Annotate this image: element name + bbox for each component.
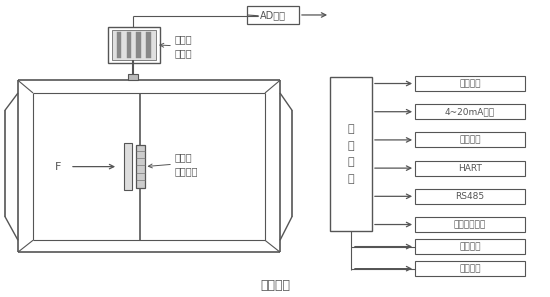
Bar	[330, 77, 372, 231]
Text: RS485: RS485	[455, 192, 485, 201]
Text: 压力采集: 压力采集	[459, 242, 481, 251]
Bar	[126, 31, 131, 58]
Text: 双电容
传感器: 双电容 传感器	[175, 34, 192, 58]
Text: 微
处
理
器: 微 处 理 器	[348, 124, 354, 184]
Text: F: F	[55, 162, 61, 172]
Text: 红外置零开关: 红外置零开关	[454, 220, 486, 229]
Bar	[112, 30, 156, 60]
Bar	[415, 239, 525, 254]
Bar	[136, 31, 141, 58]
Text: 液晶显示: 液晶显示	[459, 79, 481, 88]
Text: （图１）: （图１）	[260, 279, 290, 292]
Text: 温度采集: 温度采集	[459, 264, 481, 273]
Bar	[108, 27, 160, 63]
Bar	[117, 31, 122, 58]
Bar	[146, 31, 151, 58]
Text: AD转换: AD转换	[260, 10, 286, 20]
Text: 脉冲输出: 脉冲输出	[459, 135, 481, 144]
Bar	[415, 161, 525, 176]
Bar	[136, 145, 145, 188]
Text: 阻流件
（靶片）: 阻流件 （靶片）	[175, 152, 199, 176]
Bar	[415, 104, 525, 119]
Text: HART: HART	[458, 164, 482, 173]
Bar	[415, 76, 525, 91]
Bar	[415, 261, 525, 276]
Bar	[415, 189, 525, 204]
Bar	[247, 6, 299, 24]
Bar	[128, 74, 138, 80]
Bar	[124, 143, 132, 190]
Bar	[415, 132, 525, 147]
Bar	[415, 217, 525, 232]
Text: 4~20mA输出: 4~20mA输出	[445, 107, 495, 116]
